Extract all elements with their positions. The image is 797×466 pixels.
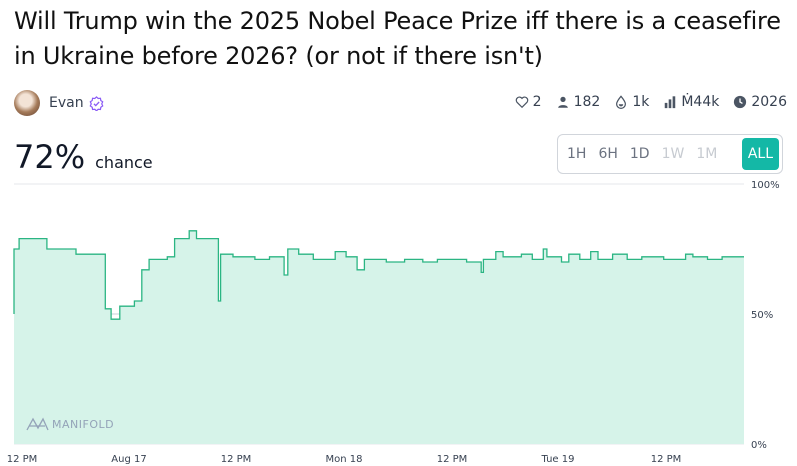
market-stats: 2 182 1k Ṁ44k 2026: [501, 94, 787, 110]
clock-icon: [734, 95, 747, 109]
probability-area: [14, 230, 744, 444]
volume-value: Ṁ44k: [681, 94, 720, 110]
probability-display: 72% chance: [14, 138, 153, 176]
heart-icon: [515, 96, 528, 109]
probability-chart[interactable]: MANIFOLD 100% 50% 0% 12 PM Aug 17 12 PM …: [0, 176, 797, 466]
manifold-logo-icon: [26, 417, 49, 431]
time-range-1h[interactable]: 1H: [567, 146, 587, 162]
close-date: 2026: [751, 94, 787, 110]
watermark-text: MANIFOLD: [52, 418, 114, 431]
y-tick-50: 50%: [751, 310, 773, 321]
x-tick: 12 PM: [7, 454, 38, 465]
probability-line: [13, 230, 744, 320]
volume-stat[interactable]: Ṁ44k: [663, 94, 719, 110]
close-date-stat[interactable]: 2026: [733, 94, 787, 110]
avatar[interactable]: [14, 90, 40, 116]
y-tick-100: 100%: [751, 180, 780, 191]
x-tick: 12 PM: [221, 454, 252, 465]
x-tick: Aug 17: [111, 454, 146, 465]
verified-badge-icon: [89, 95, 104, 111]
market-title: Will Trump win the 2025 Nobel Peace Priz…: [14, 7, 781, 70]
time-range-all[interactable]: ALL: [741, 138, 779, 170]
liquidity-stat[interactable]: 1k: [614, 94, 649, 110]
likes-stat[interactable]: 2: [515, 94, 542, 110]
bar-chart-icon: [665, 96, 676, 109]
traders-stat[interactable]: 182: [556, 94, 601, 110]
author-name[interactable]: Evan: [49, 95, 84, 111]
x-tick: 12 PM: [651, 454, 682, 465]
time-range-6h[interactable]: 6H: [598, 146, 618, 162]
probability-value: 72%: [14, 138, 86, 176]
y-tick-0: 0%: [751, 440, 767, 451]
user-icon: [557, 96, 568, 108]
time-range-1m: 1M: [696, 146, 718, 162]
x-tick: Mon 18: [326, 454, 363, 465]
droplet-icon: [616, 95, 627, 109]
time-range-toggle: 1H 6H 1D 1W 1M ALL: [557, 134, 783, 174]
time-range-1d[interactable]: 1D: [629, 146, 650, 162]
x-tick: Tue 19: [541, 454, 575, 465]
x-tick: 12 PM: [437, 454, 468, 465]
traders-count: 182: [573, 94, 601, 110]
time-range-1w: 1W: [661, 146, 685, 162]
probability-label: chance: [95, 153, 153, 172]
manifold-watermark: MANIFOLD: [26, 417, 114, 431]
likes-count: 2: [532, 94, 542, 110]
author-link[interactable]: Evan: [14, 90, 104, 116]
liquidity-value: 1k: [632, 94, 650, 110]
